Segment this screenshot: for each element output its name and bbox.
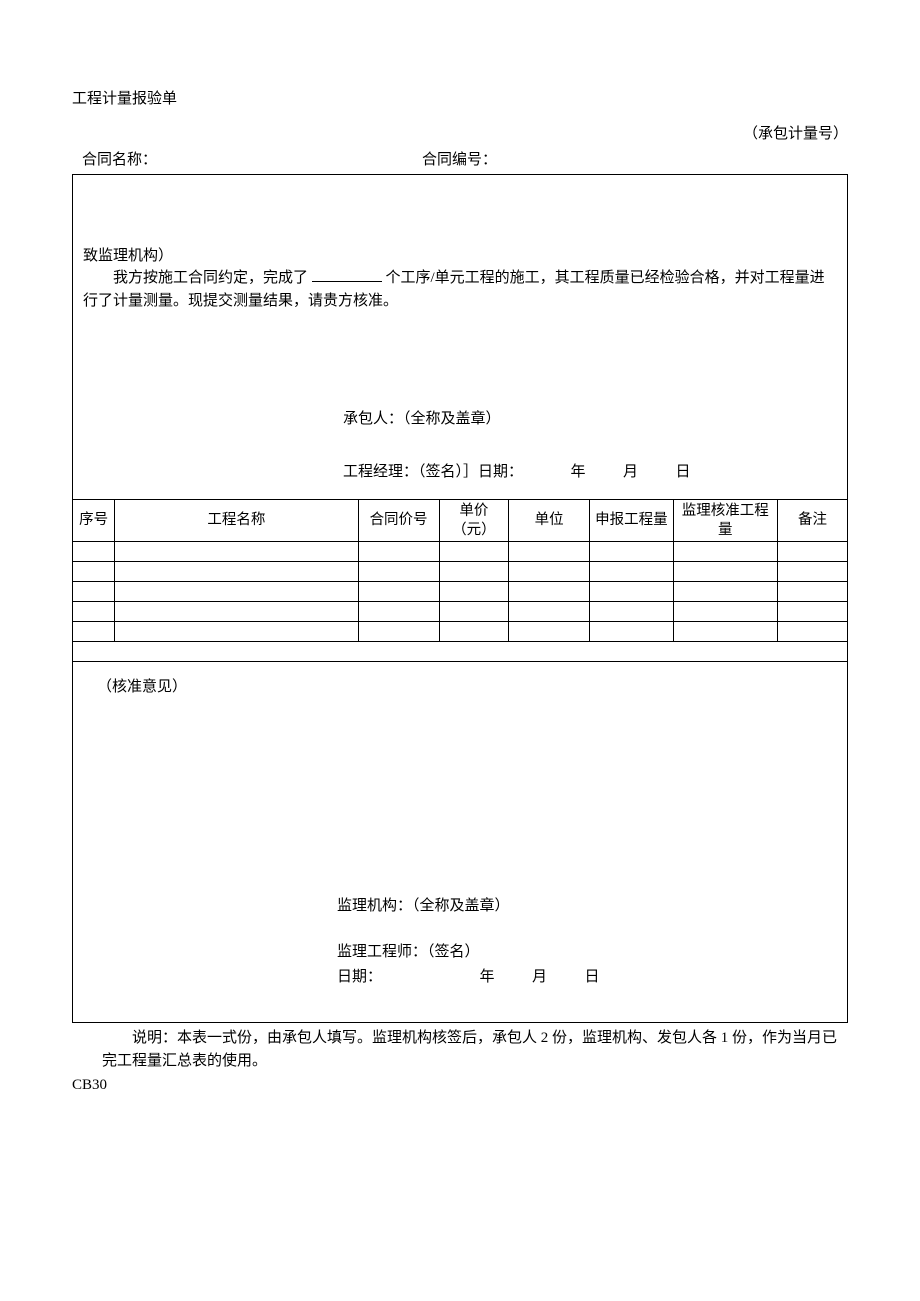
blank-process-count[interactable] — [312, 281, 382, 282]
contractor-signature-block: 承包人：（全称及盖章） 工程经理：（签名）］日期： 年 月 日 — [83, 408, 837, 483]
cell[interactable] — [590, 602, 673, 622]
cell[interactable] — [439, 542, 509, 562]
table-row — [73, 622, 847, 642]
date-label: 日期： — [337, 966, 382, 989]
table-header-row: 序号 工程名称 合同价号 单价（元） 单位 申报工程量 监理核准工程量 备注 — [73, 500, 847, 542]
cell[interactable] — [509, 622, 590, 642]
col-unit-price: 单价（元） — [439, 500, 509, 542]
table-row — [73, 582, 847, 602]
form-code: CB30 — [72, 1074, 848, 1097]
body-paragraph: 我方按施工合同约定，完成了 个工序/单元工程的施工，其工程质量已经检验合格，并对… — [83, 267, 837, 312]
cell[interactable] — [115, 622, 358, 642]
cell[interactable] — [509, 542, 590, 562]
cell[interactable] — [673, 582, 777, 602]
cell[interactable] — [439, 622, 509, 642]
cell[interactable] — [73, 562, 115, 582]
col-project: 工程名称 — [115, 500, 358, 542]
cell[interactable] — [358, 542, 439, 562]
cell[interactable] — [115, 582, 358, 602]
cell[interactable] — [673, 562, 777, 582]
section-contractor: 致监理机构） 我方按施工合同约定，完成了 个工序/单元工程的施工，其工程质量已经… — [73, 175, 847, 500]
cell[interactable] — [673, 542, 777, 562]
cell[interactable] — [590, 562, 673, 582]
cell[interactable] — [115, 602, 358, 622]
cell[interactable] — [439, 602, 509, 622]
cell[interactable] — [439, 582, 509, 602]
cell[interactable] — [115, 542, 358, 562]
col-contract-no: 合同价号 — [358, 500, 439, 542]
cell[interactable] — [358, 622, 439, 642]
salutation: 致监理机构） — [83, 245, 837, 268]
table-row — [73, 602, 847, 622]
contractor-stamp-line: 承包人：（全称及盖章） — [343, 408, 837, 431]
contractor-measure-no-label: （承包计量号） — [743, 123, 848, 146]
cell[interactable] — [590, 582, 673, 602]
contract-no-label: 合同编号： — [422, 149, 848, 172]
manager-sign-prefix: 工程经理：（签名）］日期： — [343, 461, 523, 484]
cell[interactable] — [358, 562, 439, 582]
cell[interactable] — [73, 542, 115, 562]
cell[interactable] — [673, 602, 777, 622]
col-remark: 备注 — [777, 500, 847, 542]
col-approved-qty: 监理核准工程量 — [673, 500, 777, 542]
cell[interactable] — [777, 602, 847, 622]
section-supervisor: （核准意见） 监理机构：（全称及盖章） 监理工程师：（签名） 日期： 年 月 日 — [73, 662, 847, 1022]
supervisor-date-line: 日期： 年 月 日 — [337, 966, 837, 989]
cell[interactable] — [673, 622, 777, 642]
approval-heading: （核准意见） — [97, 676, 837, 699]
table-spacer-row — [73, 642, 847, 662]
date-day-unit: 日 — [676, 461, 691, 484]
cell[interactable] — [590, 542, 673, 562]
footer-paragraph: 说明：本表一式份，由承包人填写。监理机构核签后，承包人 2 份，监理机构、发包人… — [102, 1027, 848, 1072]
supervisor-org-line: 监理机构：（全称及盖章） — [337, 895, 837, 918]
cell[interactable] — [115, 562, 358, 582]
date-month-unit: 月 — [623, 461, 638, 484]
contract-name-label: 合同名称： — [82, 149, 422, 172]
table-row — [73, 562, 847, 582]
date-month-unit: 月 — [532, 966, 547, 989]
supervisor-signature-block: 监理机构：（全称及盖章） 监理工程师：（签名） 日期： 年 月 日 — [97, 895, 837, 989]
col-declared-qty: 申报工程量 — [590, 500, 673, 542]
col-seq: 序号 — [73, 500, 115, 542]
table-row — [73, 542, 847, 562]
supervisor-engineer-line: 监理工程师：（签名） — [337, 941, 837, 964]
cell[interactable] — [777, 622, 847, 642]
body-text-a: 我方按施工合同约定，完成了 — [113, 270, 308, 286]
cell[interactable] — [439, 562, 509, 582]
col-unit: 单位 — [509, 500, 590, 542]
main-form-box: 致监理机构） 我方按施工合同约定，完成了 个工序/单元工程的施工，其工程质量已经… — [72, 174, 848, 1024]
cell[interactable] — [509, 582, 590, 602]
cell[interactable] — [73, 622, 115, 642]
cell[interactable] — [777, 562, 847, 582]
date-day-unit: 日 — [585, 966, 600, 989]
cell[interactable] — [73, 582, 115, 602]
quantity-table: 序号 工程名称 合同价号 单价（元） 单位 申报工程量 监理核准工程量 备注 — [73, 499, 847, 662]
cell[interactable] — [590, 622, 673, 642]
cell[interactable] — [358, 602, 439, 622]
date-year-unit: 年 — [480, 966, 495, 989]
cell[interactable] — [358, 582, 439, 602]
cell[interactable] — [777, 582, 847, 602]
cell[interactable] — [509, 562, 590, 582]
date-year-unit: 年 — [571, 461, 586, 484]
cell[interactable] — [777, 542, 847, 562]
manager-sign-date-line: 工程经理：（签名）］日期： 年 月 日 — [343, 461, 837, 484]
footer-note: 说明：本表一式份，由承包人填写。监理机构核签后，承包人 2 份，监理机构、发包人… — [72, 1027, 848, 1072]
cell[interactable] — [509, 602, 590, 622]
form-title: 工程计量报验单 — [72, 88, 848, 111]
cell[interactable] — [73, 602, 115, 622]
